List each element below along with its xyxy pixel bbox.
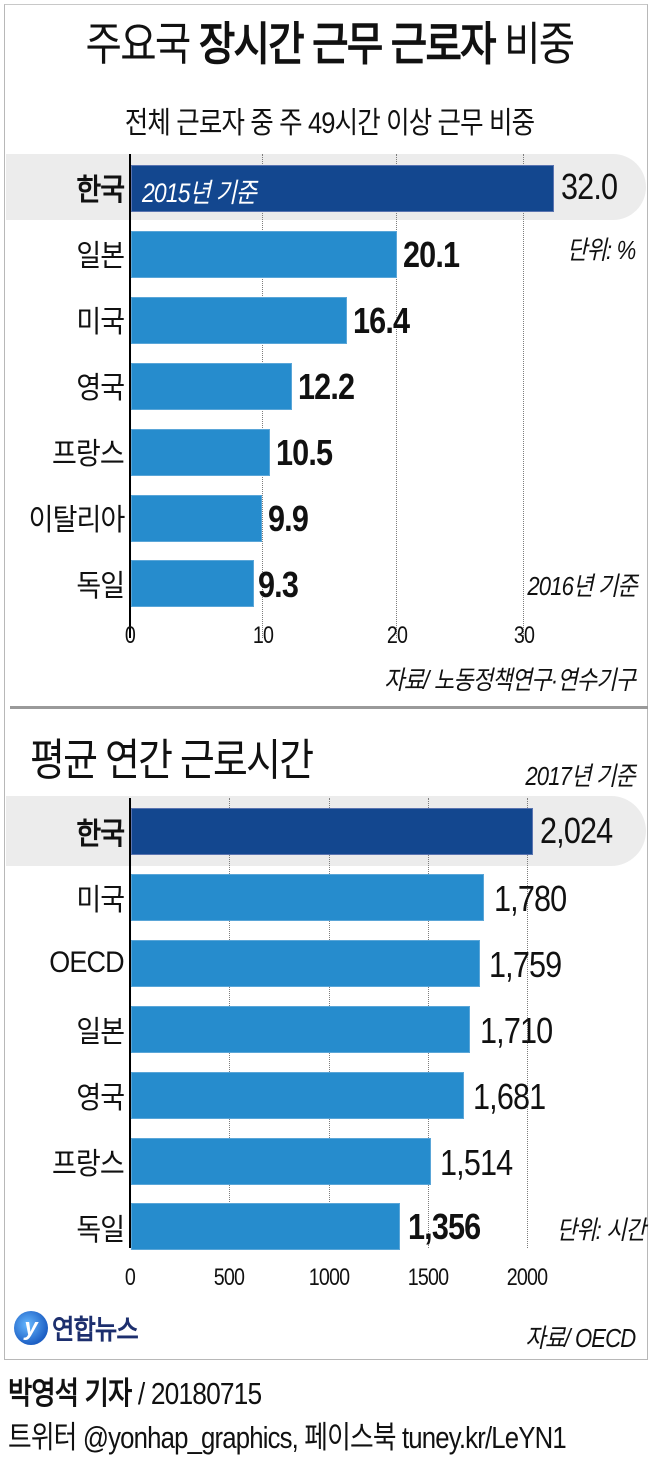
bar [131,363,292,410]
bar-value: 1,356 [408,1206,481,1247]
x-tick: 1500 [407,1264,449,1291]
x-tick: 0 [124,622,136,649]
x-tick: 20 [386,622,408,649]
bar-row: 한국 2015년 기준 32.0 [0,154,659,220]
section-divider [10,706,648,709]
bar-label: 독일 [76,570,125,603]
bar [131,495,262,542]
source-note: 자료/ 노동정책연구·연수기구 [384,665,636,695]
bar-label: 미국 [76,306,125,339]
bar-value: 1,681 [473,1076,546,1117]
gridline-2000 [527,798,528,1248]
bar-value: 1,759 [489,944,562,985]
x-tick: 10 [252,622,274,649]
bar [131,165,554,212]
x-tick: 1000 [308,1264,350,1291]
bar-value: 12.2 [298,366,355,407]
yonhap-logo: y 연합뉴스 [14,1308,147,1347]
bar-row: 프랑스 10.5 [0,418,659,484]
bar [131,808,533,855]
bar-label: OECD [49,946,125,979]
bar-label: 독일 [76,1214,125,1247]
bar-value: 1,780 [494,878,567,919]
reporter-credit: 박영석 기자 / 20180715 [8,1368,262,1413]
unit-note: 단위: % [566,235,636,265]
bar [131,1138,431,1185]
title-part-1: 주요국 [85,18,199,70]
x-tick: 500 [213,1264,245,1291]
unit-note-2: 단위: 시간 [556,1215,645,1245]
bar-value: 10.5 [276,432,333,473]
bar-row: OECD 1,759 [0,930,659,996]
bar [131,874,484,921]
bar [131,1006,470,1053]
bar-label: 한국 [76,174,125,207]
bar-row: 일본 20.1 [0,220,659,286]
chart1-long-hours: 한국 2015년 기준 32.0 일본 20.1 미국 16.4 영국 12.2… [0,0,659,700]
bar-row: 독일 1,356 [0,1194,659,1260]
source-note-2: 자료/ OECD [525,1323,636,1353]
bar [131,1072,464,1119]
bar-label: 한국 [76,818,125,851]
bar-value: 9.9 [268,498,309,539]
bar-label: 이탈리아 [28,504,125,537]
y-axis-line [129,154,131,638]
bar-value: 2,024 [540,810,613,851]
social-credit: 트위터 @yonhap_graphics, 페이스북 tuney.kr/LeYN… [8,1420,567,1455]
bar-row: 이탈리아 9.9 [0,484,659,550]
bar-label: 영국 [76,372,125,405]
bar-label: 일본 [76,240,125,273]
bar-row: 프랑스 1,514 [0,1128,659,1194]
bar-value: 1,710 [480,1010,553,1051]
logo-text: 연합뉴스 [52,1315,139,1345]
bar [131,940,480,987]
chart1-subtitle: 전체 근로자 중 주 49시간 이상 근무 비중 [124,107,535,140]
bar-label: 프랑스 [52,1148,125,1181]
chart2-annual-hours: 한국 2,024 미국 1,780 OECD 1,759 일본 1,710 영국… [0,796,659,1353]
x-tick: 0 [124,1264,136,1291]
main-title: 주요국 장시간 근무 근로자 비중 [46,14,613,74]
title-part-2: 비중 [494,18,575,70]
bar-label: 프랑스 [52,438,125,471]
bar-row: 미국 1,780 [0,864,659,930]
x-tick: 2000 [506,1264,548,1291]
publish-date: / 20180715 [131,1376,262,1411]
bar [131,1203,400,1250]
yonhap-globe-icon: y [14,1310,48,1345]
base-year-note-2: 2017년 기준 [525,761,635,791]
bar-row: 일본 1,710 [0,996,659,1062]
bar-row: 영국 1,681 [0,1062,659,1128]
infographic-frame [4,4,648,1360]
base-year-note: 2016년 기준 [527,571,637,601]
bar-label: 미국 [76,884,125,917]
x-tick: 30 [513,622,535,649]
chart2-title: 평균 연간 근로시간 [30,736,314,785]
bar-row: 독일 9.3 [0,550,659,616]
bar-note: 2015년 기준 [142,178,257,208]
title-part-bold: 장시간 근무 근로자 [198,18,497,70]
bar-label: 영국 [76,1082,125,1115]
bar [131,231,397,278]
bar [131,297,347,344]
y-axis-line [129,798,131,1248]
bar-value: 16.4 [353,300,410,341]
bar-label: 일본 [76,1016,125,1049]
bar [131,560,254,607]
bar-value: 1,514 [440,1142,513,1183]
bar [131,429,270,476]
bar-row: 영국 12.2 [0,352,659,418]
bar-value: 20.1 [403,234,460,275]
gridline-30 [523,154,524,638]
reporter-name: 박영석 기자 [8,1376,132,1411]
bar-row: 미국 16.4 [0,286,659,352]
bar-value: 9.3 [258,564,299,605]
bar-row: 한국 2,024 [0,798,659,864]
bar-value: 32.0 [561,166,618,207]
gridline-20 [396,154,397,638]
